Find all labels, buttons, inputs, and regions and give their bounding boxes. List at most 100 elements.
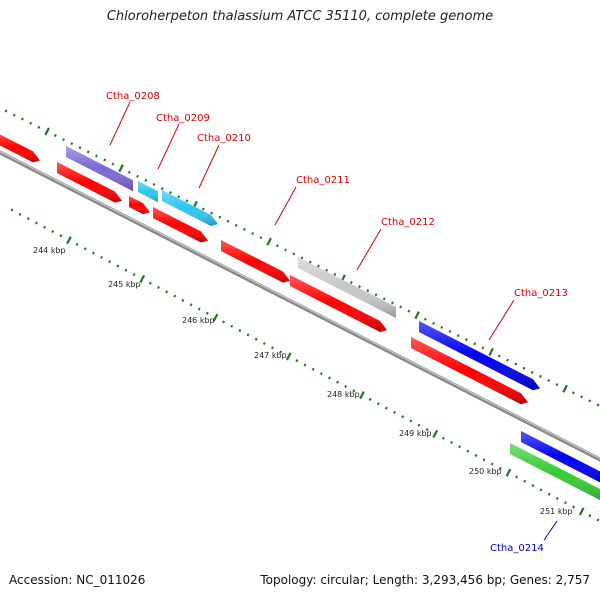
outer-tick <box>506 358 509 362</box>
outer-tick <box>317 264 320 268</box>
outer-tick <box>144 178 148 182</box>
gene-label-ctha-0213[interactable]: Ctha_0213 <box>514 288 568 299</box>
inner-tick <box>523 479 527 483</box>
inner-tick <box>43 225 47 229</box>
map-title: Chloroherpeton thalassium ATCC 35110, co… <box>106 9 494 24</box>
outer-tick <box>580 395 583 399</box>
outer-tick <box>53 133 57 138</box>
gene-red-3-shade <box>153 207 208 243</box>
outer-tick <box>456 334 460 338</box>
gene-label-ctha-0209[interactable]: Ctha_0209 <box>156 113 210 124</box>
inner-tick <box>165 290 169 294</box>
outer-tick <box>284 248 287 252</box>
inner-tick <box>254 337 258 341</box>
outer-tick <box>234 223 238 227</box>
inner-tick <box>311 367 315 371</box>
gene-features[interactable] <box>0 132 600 503</box>
outer-tick <box>152 182 156 187</box>
outer-tick <box>300 256 304 260</box>
outer-tick <box>292 252 296 256</box>
leader-line <box>198 144 220 189</box>
gene-label-ctha-0214[interactable]: Ctha_0214 <box>490 543 544 554</box>
inner-tick <box>578 507 585 516</box>
outer-tick <box>488 347 494 356</box>
gene-left-edge-shade <box>0 134 40 163</box>
inner-tick <box>515 475 519 479</box>
inner-tick <box>139 274 146 283</box>
outer-tick <box>414 311 420 320</box>
gene-label-ctha-0210[interactable]: Ctha_0210 <box>197 133 251 144</box>
inner-tick <box>384 406 388 410</box>
outer-tick <box>366 289 370 293</box>
outer-tick <box>530 370 534 374</box>
inner-tick <box>59 234 63 238</box>
outer-tick <box>539 374 542 378</box>
inner-tick <box>18 212 22 216</box>
gene-ctha-0214-upper-shade <box>521 431 600 483</box>
inner-tick-ring <box>10 208 600 522</box>
outer-tick <box>136 174 139 178</box>
inner-tick <box>466 449 470 453</box>
gene-green-shade <box>510 443 600 500</box>
inner-tick <box>368 397 372 401</box>
inner-tick <box>450 440 453 445</box>
outer-tick <box>333 272 337 276</box>
gene-label-ctha-0212[interactable]: Ctha_0212 <box>381 217 435 228</box>
outer-tick <box>588 399 592 403</box>
inner-tick <box>336 380 340 384</box>
inner-tick <box>212 313 219 322</box>
inner-tick <box>547 492 551 496</box>
inner-tick <box>319 372 323 376</box>
inner-tick <box>108 260 112 264</box>
inner-tick <box>83 247 87 251</box>
inner-tick <box>563 501 567 505</box>
inner-tick <box>474 453 478 457</box>
gene-ctha-0208-shade <box>66 146 133 192</box>
outer-tick <box>177 195 181 199</box>
gene-red-4-shade <box>221 240 290 283</box>
kbp-label-245: 245 kbp <box>108 280 141 289</box>
outer-tick <box>62 138 65 142</box>
kbp-label-249: 249 kbp <box>399 429 432 438</box>
inner-tick <box>197 307 201 311</box>
inner-tick <box>10 208 14 212</box>
outer-tick <box>423 317 427 321</box>
inner-tick <box>393 410 396 414</box>
inner-tick <box>279 350 283 354</box>
inner-tick <box>409 419 413 423</box>
outer-tick <box>497 354 501 358</box>
inner-tick <box>352 389 356 393</box>
outer-tick <box>325 268 329 272</box>
gene-label-ctha-0211[interactable]: Ctha_0211 <box>296 175 350 186</box>
outer-tick-ring <box>4 109 600 407</box>
kbp-label-248: 248 kbp <box>327 390 360 399</box>
outer-tick <box>111 162 115 166</box>
outer-tick <box>481 346 485 350</box>
inner-tick <box>425 428 429 432</box>
outer-tick <box>448 329 452 334</box>
gene-label-ctha-0208[interactable]: Ctha_0208 <box>106 91 160 102</box>
outer-tick <box>596 403 600 407</box>
gene-ctha-0212-product-shade <box>298 257 396 319</box>
outer-tick <box>12 113 16 117</box>
inner-tick <box>417 423 421 427</box>
outer-tick <box>382 297 386 301</box>
inner-tick <box>181 298 185 302</box>
label-leader-lines <box>109 101 558 541</box>
inner-tick <box>344 384 348 389</box>
gene-ctha-0209-shade <box>138 181 158 203</box>
gene-ctha-0210-shade <box>162 190 218 227</box>
inner-tick <box>148 281 152 285</box>
inner-tick <box>270 346 274 350</box>
inner-tick <box>116 264 120 268</box>
inner-tick <box>34 221 38 225</box>
outer-tick <box>37 125 41 129</box>
outer-tick <box>251 231 255 236</box>
inner-tick <box>295 359 299 363</box>
outer-tick <box>127 170 131 174</box>
inner-tick <box>26 217 30 221</box>
outer-tick <box>407 309 411 313</box>
inner-tick <box>285 352 292 361</box>
outer-tick <box>218 215 222 219</box>
